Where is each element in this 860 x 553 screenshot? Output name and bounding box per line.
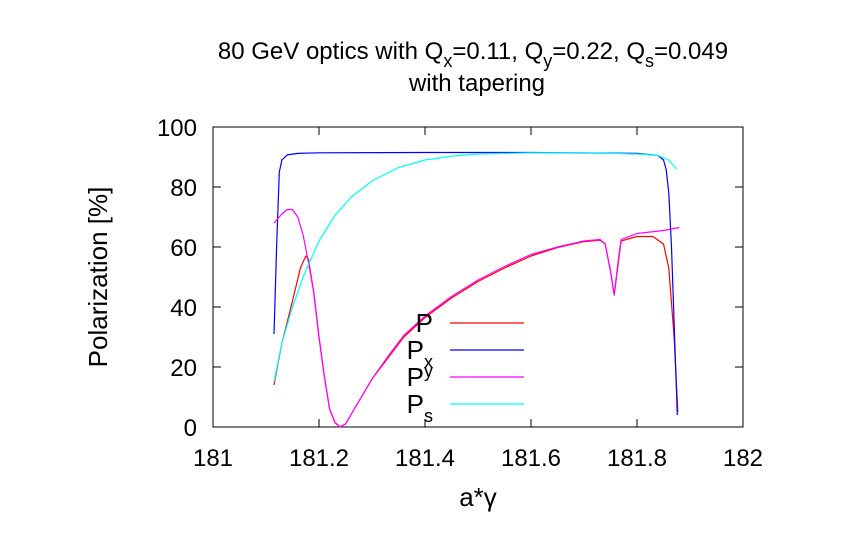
y-axis-label: Polarization [%] [83, 187, 113, 368]
x-tick-label: 181.4 [395, 445, 455, 472]
x-axis-label: a*γ [459, 482, 497, 512]
series-line-2 [273, 208, 680, 428]
y-tick-label: 100 [157, 115, 197, 142]
legend-label-2: Py [407, 361, 433, 392]
y-tick-label: 60 [170, 235, 197, 262]
y-tick-label: 0 [184, 415, 197, 442]
x-tick-labels: 181 181.2 181.4 181.6 181.8 182 [193, 445, 763, 472]
plot-frame [212, 126, 744, 428]
y-tick-label: 40 [170, 295, 197, 322]
axis-ticks [212, 126, 744, 428]
x-tick-label: 181.6 [501, 445, 561, 472]
y-tick-label: 80 [170, 175, 197, 202]
x-tick-label: 182 [723, 445, 763, 472]
y-tick-label: 20 [170, 355, 197, 382]
x-tick-label: 181.8 [607, 445, 667, 472]
legend-label-3: Ps [407, 389, 433, 426]
legend-label-0: P [416, 308, 433, 338]
chart-title-line1: 80 GeV optics with Qx=0.11, Qy=0.22, Qs=… [218, 38, 728, 71]
x-tick-label: 181.2 [289, 445, 349, 472]
x-tick-label: 181 [193, 445, 233, 472]
data-series [273, 151, 680, 428]
legend-label-1: Px [407, 335, 433, 372]
series-line-3 [273, 152, 678, 383]
y-tick-labels: 0 20 40 60 80 100 [157, 115, 197, 442]
series-line-1 [273, 151, 678, 416]
chart-title-line2: with tapering [408, 70, 545, 97]
